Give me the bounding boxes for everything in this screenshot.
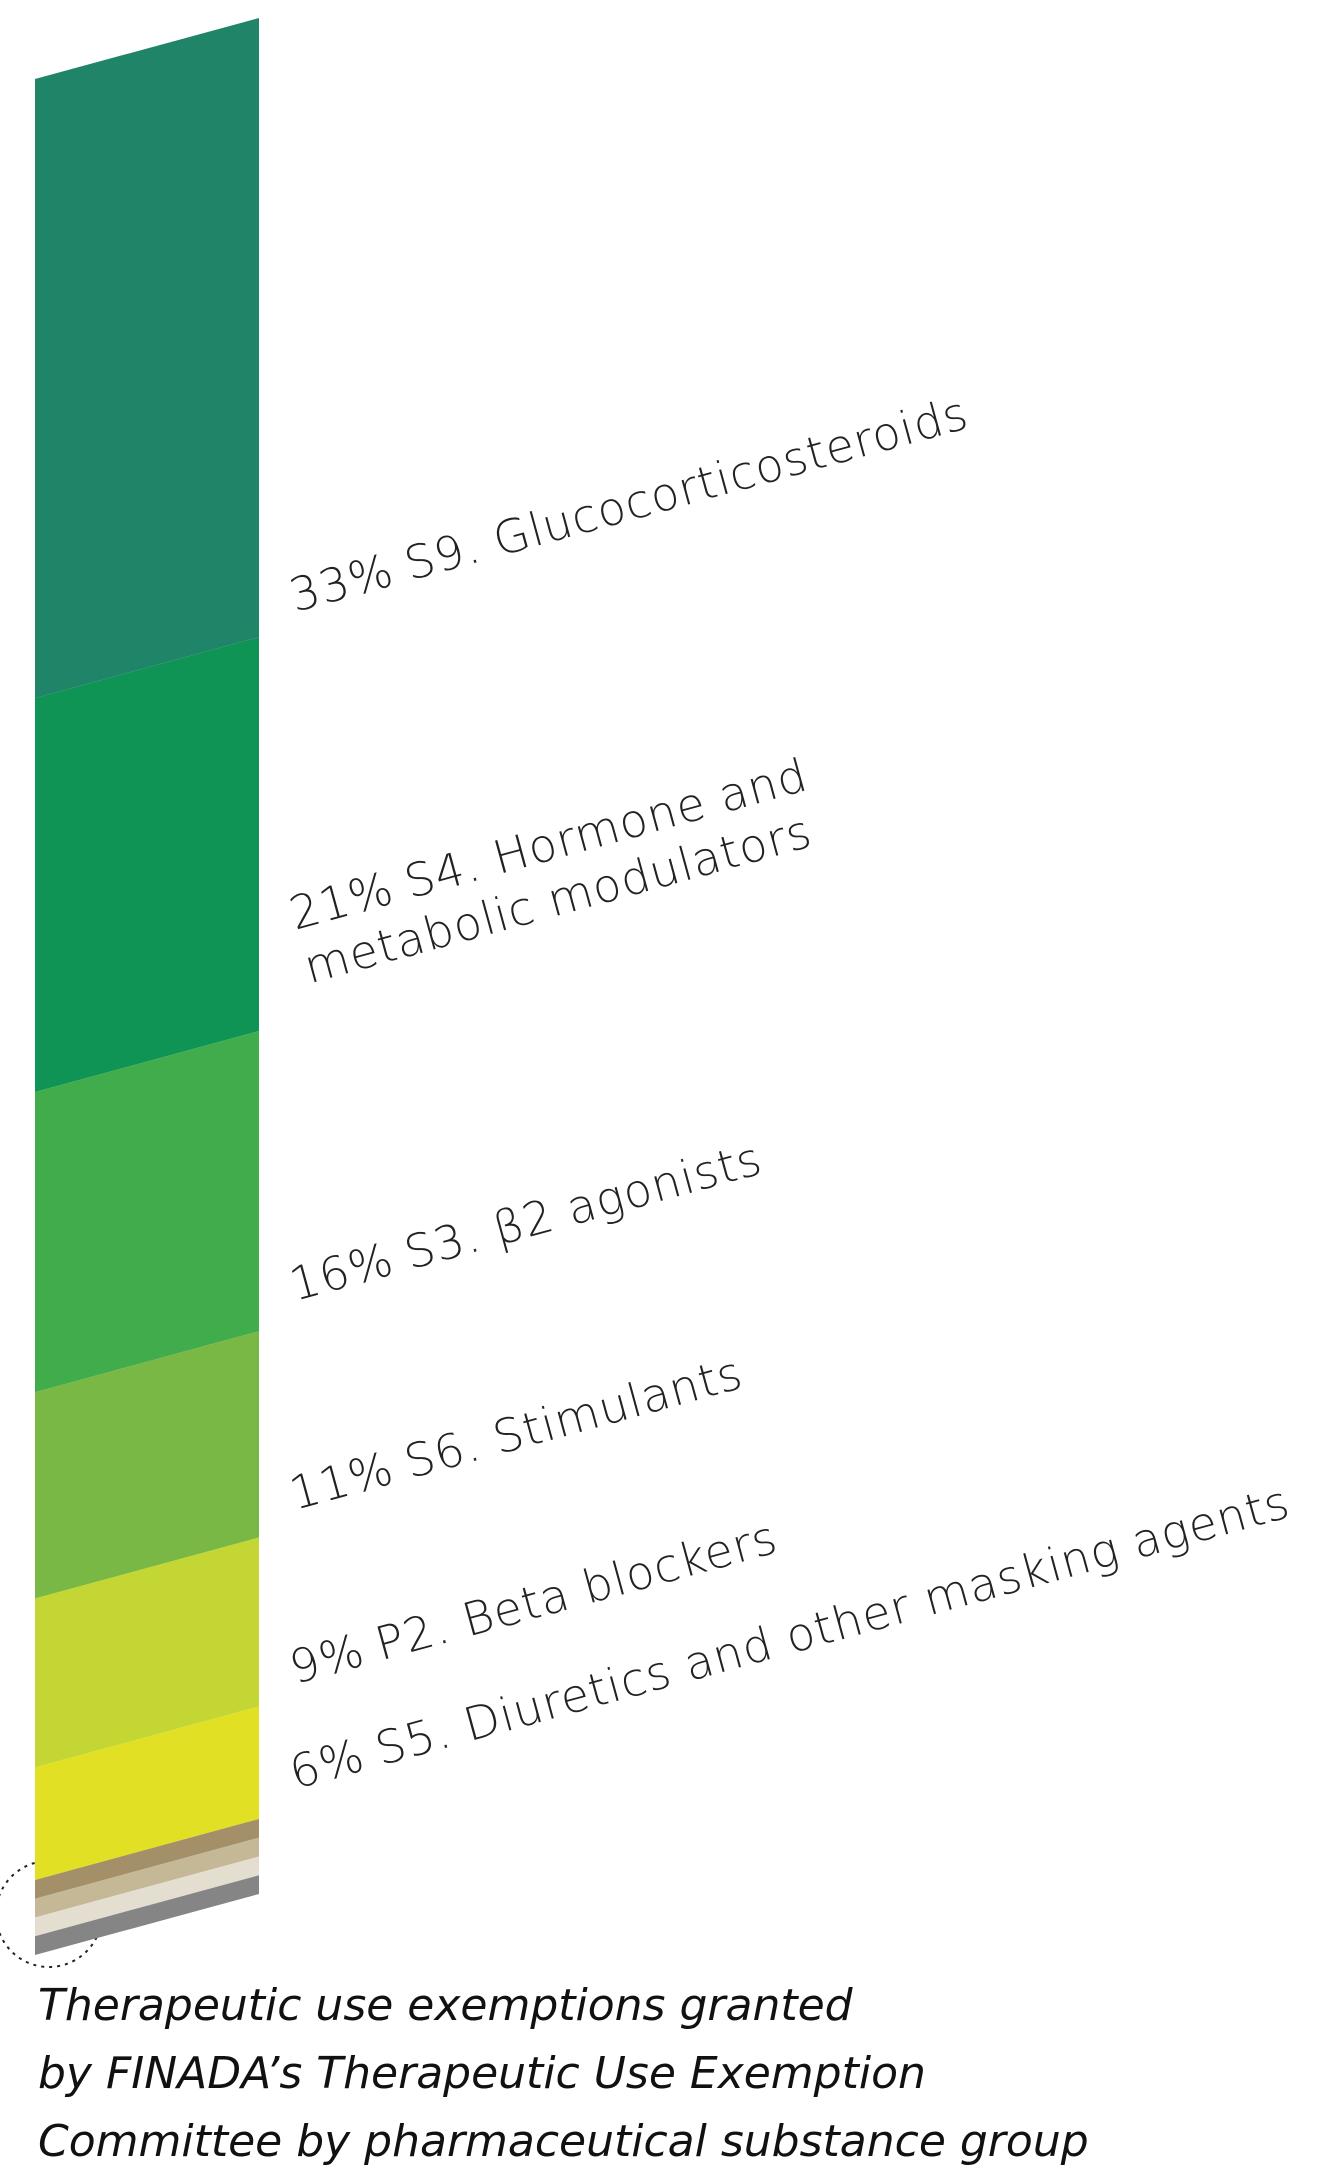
segment-label: 33%S9. Glucocorticosteroids <box>284 386 974 623</box>
value-label: 16% <box>284 1232 400 1312</box>
bar-segment <box>35 1706 259 1880</box>
bar-segment <box>35 1537 259 1768</box>
bar-segment <box>35 1031 259 1393</box>
value-label: 11% <box>284 1441 400 1521</box>
bar-segment <box>35 1818 259 1899</box>
segment-label: 21%S4. Hormone andmetabolic modulators <box>284 748 828 995</box>
chart-title: by FINADA’s Therapeutic Use Exemption <box>38 2048 926 2099</box>
bar-segment <box>35 1837 259 1918</box>
segment-label: 16%S3. β2 agonists <box>284 1131 768 1312</box>
category-label: S9. Glucocorticosteroids <box>399 386 974 592</box>
bar-segment <box>35 1856 259 1937</box>
value-label: 6% <box>284 1728 371 1800</box>
value-label: 33% <box>284 543 400 623</box>
bar-segment <box>35 1331 259 1599</box>
value-label: 9% <box>284 1623 371 1695</box>
chart-title: Committee by pharmaceutical substance gr… <box>38 2116 1089 2167</box>
bar-segment <box>35 1875 259 1955</box>
bar-segment <box>35 637 259 1093</box>
segment-label: 11%S6. Stimulants <box>284 1345 749 1520</box>
chart-title: Therapeutic use exemptions granted <box>38 1980 854 2031</box>
bar-segment <box>35 18 259 699</box>
category-label: S3. β2 agonists <box>399 1131 768 1280</box>
category-label: S6. Stimulants <box>399 1345 749 1489</box>
